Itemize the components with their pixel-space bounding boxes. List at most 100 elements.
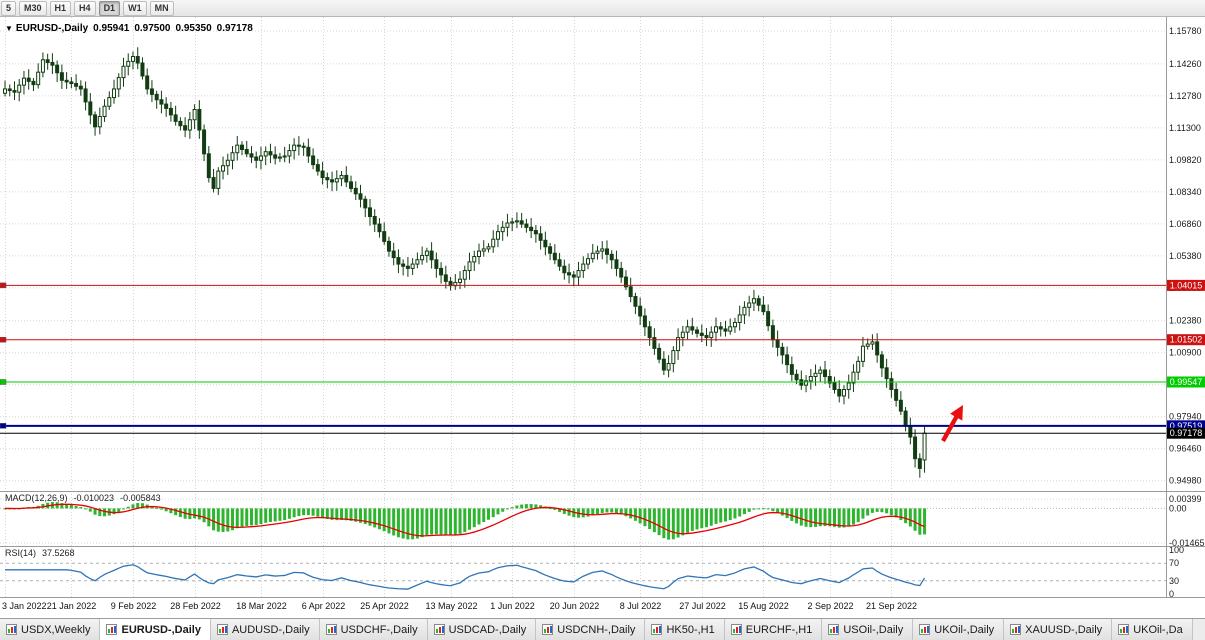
date-axis-label: 1 Jun 2022 — [490, 601, 535, 611]
date-axis-label: 27 Jul 2022 — [679, 601, 726, 611]
chart-tab-label: USDCHF-,Daily — [340, 623, 418, 636]
date-axis-label: 6 Apr 2022 — [302, 601, 346, 611]
timeframe-button-d1[interactable]: D1 — [98, 0, 121, 16]
price-axis-label: 1.06860 — [1169, 219, 1202, 229]
price-badge-label: 0.97178 — [1170, 428, 1203, 438]
timeframe-button-h1[interactable]: H1 — [49, 0, 72, 16]
price-axis-label: 1.14260 — [1169, 59, 1202, 69]
rsi-line — [5, 564, 926, 590]
price-badge — [1167, 427, 1205, 439]
chart-icon — [433, 624, 445, 635]
rsi-axis-label: 100 — [1169, 545, 1184, 555]
date-axis-label: 25 Apr 2022 — [360, 601, 409, 611]
timeframe-button-h4[interactable]: H4 — [74, 0, 96, 16]
chart-icon — [6, 624, 17, 635]
price-badge-label: 0.97519 — [1170, 421, 1203, 431]
chart-tab-label: UKOil-,Daily — [934, 623, 995, 636]
price-axis-label: 1.09820 — [1169, 155, 1202, 165]
timeframe-toolbar: 5 M30 H1 H4 D1 W1 MN — [0, 0, 1205, 17]
chart-tab-label: USDCNH-,Daily — [557, 623, 636, 636]
chart-tab-label: HK50-,H1 — [666, 623, 715, 636]
chart-tab-ukoil-da[interactable]: UKOil-,Da — [1112, 619, 1193, 640]
price-axis-label: 1.05380 — [1169, 251, 1202, 261]
rsi-axis-label: 30 — [1169, 576, 1179, 586]
date-axis-label: 15 Aug 2022 — [738, 601, 789, 611]
date-axis-label: 8 Jul 2022 — [620, 601, 662, 611]
chart-tab-label: USDCAD-,Daily — [448, 623, 527, 636]
chart-tab-usdcnh-daily[interactable]: USDCNH-,Daily — [536, 619, 646, 640]
price-axis-label: 1.00900 — [1169, 348, 1202, 358]
chart-tab-xauusd-daily[interactable]: XAUUSD-,Daily — [1004, 619, 1113, 640]
timeframe-button-w1[interactable]: W1 — [123, 0, 147, 16]
date-axis-label: 2 Sep 2022 — [807, 601, 853, 611]
macd-axis-label: 0.00399 — [1169, 494, 1202, 504]
date-axis-label: 18 Mar 2022 — [236, 601, 287, 611]
price-badge-label: 0.99547 — [1170, 377, 1203, 387]
price-axis-label: 0.94980 — [1169, 476, 1202, 486]
chart-tab-usdx-weekly[interactable]: USDX,Weekly — [0, 619, 101, 640]
rsi-axis-label: 70 — [1169, 558, 1179, 568]
macd-signal-line — [4, 503, 925, 537]
chart-icon — [651, 624, 663, 635]
date-axis-label: 20 Jun 2022 — [550, 601, 600, 611]
price-badge — [1167, 334, 1205, 346]
chart-icon — [325, 624, 337, 635]
price-axis-label: 1.12780 — [1169, 91, 1202, 101]
chart-tab-label: XAUUSD-,Daily — [1025, 623, 1103, 636]
date-axis-label: 13 May 2022 — [425, 601, 477, 611]
line-left-marker[interactable] — [0, 423, 7, 429]
price-badge-label: 1.01502 — [1170, 335, 1203, 345]
price-axis-label: 0.97940 — [1169, 412, 1202, 422]
price-badge-label: 1.04015 — [1170, 280, 1203, 290]
chart-tab-label: USOil-,Daily — [843, 623, 904, 636]
chart-tab-label: EURUSD-,Daily — [121, 623, 201, 636]
price-axis-label: 1.02380 — [1169, 316, 1202, 326]
chart-tab-eurchf-h1[interactable]: EURCHF-,H1 — [724, 619, 823, 640]
chart-icon — [730, 624, 742, 635]
chart-icon — [828, 624, 840, 635]
chart-icon — [1118, 624, 1130, 635]
candlestick-series — [3, 47, 927, 478]
chart-tab-ukoil-daily[interactable]: UKOil-,Daily — [913, 619, 1005, 640]
chart-icon — [216, 624, 228, 635]
price-axis-label: 1.08340 — [1169, 187, 1202, 197]
chart-tab-usdchf-daily[interactable]: USDCHF-,Daily — [319, 619, 428, 640]
chart-tab-audusd-daily[interactable]: AUDUSD-,Daily — [210, 619, 320, 640]
chart-tab-eurusd-daily[interactable]: EURUSD-,Daily — [100, 619, 211, 640]
up-arrow-annotation[interactable] — [941, 405, 963, 443]
chart-tab-bar: USDX,Weekly EURUSD-,Daily AUDUSD-,Daily USD… — [0, 618, 1205, 640]
price-badge — [1167, 420, 1205, 432]
macd-axis-label: -0.01465 — [1169, 538, 1205, 548]
line-left-marker[interactable] — [0, 282, 7, 289]
line-left-marker[interactable] — [0, 336, 7, 343]
chart-icon — [1010, 624, 1022, 635]
line-left-marker[interactable] — [0, 379, 7, 385]
chart-tab-label: AUDUSD-,Daily — [231, 623, 310, 636]
price-axis-label: 0.96460 — [1169, 444, 1202, 454]
date-axis-label: 21 Jan 2022 — [47, 601, 97, 611]
price-axis-label: 1.11300 — [1169, 123, 1201, 133]
chart-tab-label: EURCHF-,H1 — [745, 623, 813, 636]
rsi-axis-label: 0 — [1169, 589, 1174, 599]
chart-icon — [106, 624, 118, 635]
chart-icon — [919, 624, 931, 635]
chart-tab-label: UKOil-,Da — [1133, 623, 1183, 636]
date-axis-label: 21 Sep 2022 — [866, 601, 917, 611]
chart-tab-label: USDX,Weekly — [21, 623, 91, 636]
price-badge — [1167, 279, 1205, 291]
price-axis-label: 1.15780 — [1169, 26, 1202, 36]
chart-tab-usoil-daily[interactable]: USOil-,Daily — [822, 619, 914, 640]
chart-tab-hk50-h1[interactable]: HK50-,H1 — [645, 619, 725, 640]
timeframe-button-m30[interactable]: M30 — [19, 0, 47, 16]
chart-background — [0, 17, 1205, 617]
chart-icon — [542, 624, 554, 635]
timeframe-button-5[interactable]: 5 — [1, 0, 17, 16]
macd-axis-label: 0.00 — [1169, 503, 1187, 513]
price-badge — [1167, 376, 1205, 388]
date-axis-label: 3 Jan 2022 — [2, 601, 47, 611]
timeframe-button-mn[interactable]: MN — [149, 0, 174, 16]
date-axis-label: 9 Feb 2022 — [111, 601, 157, 611]
chart-tab-usdcad-daily[interactable]: USDCAD-,Daily — [427, 619, 537, 640]
